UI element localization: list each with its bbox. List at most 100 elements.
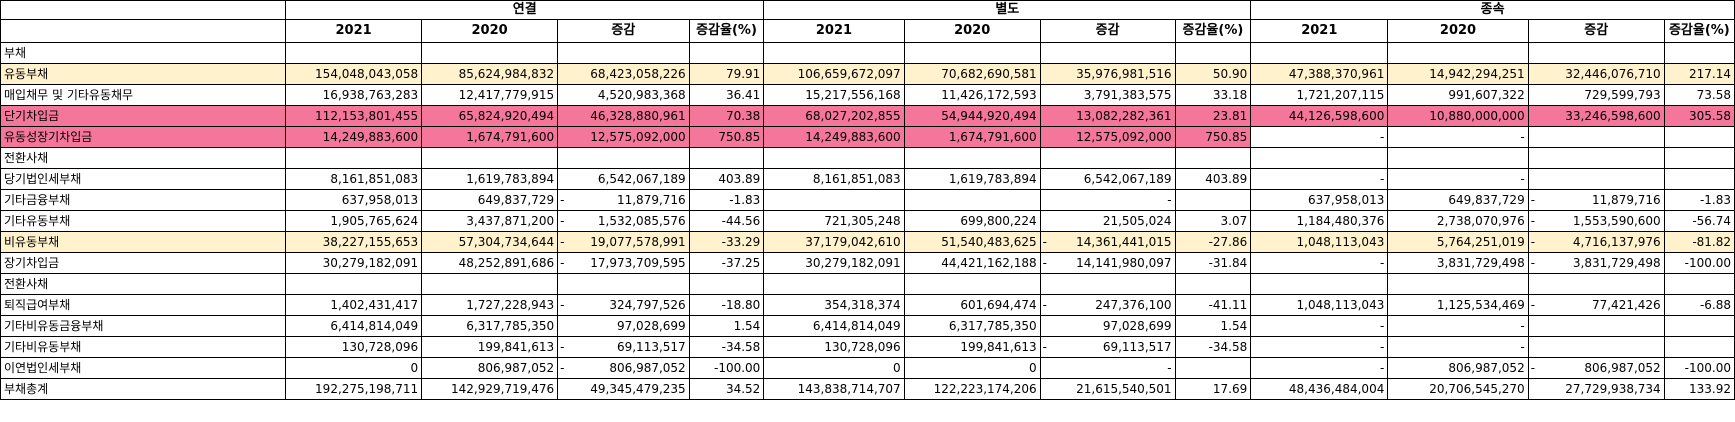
value-text: 247,376,100 <box>1095 298 1172 312</box>
value-cell: 16,938,763,283 <box>285 84 423 106</box>
value-cell: 33.18 <box>1174 84 1252 106</box>
value-cell: -41.11 <box>1174 294 1252 316</box>
value-cell: 3,831,729,498 <box>1387 252 1529 274</box>
value-cell: 15,217,556,168 <box>763 84 905 106</box>
value-cell: 1,184,480,376 <box>1250 210 1389 232</box>
value-cell <box>1527 315 1665 337</box>
value-cell: 10,880,000,000 <box>1387 105 1529 127</box>
corner-cell-2 <box>0 19 287 43</box>
value-cell: 3,791,383,575 <box>1039 84 1176 106</box>
row-label: 매입채무 및 기타유동채무 <box>0 84 287 106</box>
value-cell: 991,607,322 <box>1387 84 1529 106</box>
value-cell: 721,305,248 <box>763 210 905 232</box>
value-cell <box>763 273 905 295</box>
value-cell: 46,328,880,961 <box>557 105 690 127</box>
value-cell: -56.74 <box>1663 210 1735 232</box>
value-cell: 4,520,983,368 <box>557 84 690 106</box>
value-cell: 133.92 <box>1663 378 1735 400</box>
value-text: 806,987,052 <box>1584 361 1661 375</box>
value-cell: 649,837,729 <box>421 189 559 211</box>
value-cell: 143,838,714,707 <box>763 378 905 400</box>
value-cell: 403.89 <box>1174 168 1252 190</box>
corner-cell <box>0 0 287 20</box>
value-cell: - <box>1250 315 1389 337</box>
value-cell: 12,575,092,000 <box>557 126 690 148</box>
value-cell: - 806,987,052 <box>557 357 690 379</box>
value-cell: 601,694,474 <box>903 294 1041 316</box>
value-cell: 217.14 <box>1663 63 1735 85</box>
value-cell <box>1527 336 1665 358</box>
value-cell: 6,414,814,049 <box>285 315 423 337</box>
value-cell: 6,414,814,049 <box>763 315 905 337</box>
minus-sign: - <box>560 214 565 228</box>
value-text: 1,532,085,576 <box>597 214 686 228</box>
value-text: 324,797,526 <box>609 298 686 312</box>
table-row: 단기차입금 112,153,801,455 65,824,920,494 46,328… <box>0 105 1735 127</box>
value-cell: 44,126,598,600 <box>1250 105 1389 127</box>
value-cell: -1.83 <box>688 189 765 211</box>
value-cell <box>1250 273 1389 295</box>
value-cell: - 247,376,100 <box>1039 294 1176 316</box>
column-header: 증감율(%) <box>1174 19 1252 43</box>
minus-sign: - <box>1042 235 1047 249</box>
column-header: 증감 <box>557 19 690 43</box>
value-cell <box>688 147 765 169</box>
value-cell: 14,249,883,600 <box>763 126 905 148</box>
value-cell: 51,540,483,625 <box>903 231 1041 253</box>
value-cell: 8,161,851,083 <box>285 168 423 190</box>
table-row: 기타금융부채 637,958,013 649,837,729-11,879,716-… <box>0 189 1735 211</box>
value-cell: 32,446,076,710 <box>1527 63 1665 85</box>
table-row: 기타비유동금융부채 6,414,814,049 6,317,785,350 97,02… <box>0 315 1735 337</box>
value-cell: 1,727,228,943 <box>421 294 559 316</box>
value-cell: 1,402,431,417 <box>285 294 423 316</box>
value-text: 19,077,578,991 <box>590 235 686 249</box>
value-cell: 35,976,981,516 <box>1039 63 1176 85</box>
row-label: 기타비유동금융부채 <box>0 315 287 337</box>
value-cell: 6,317,785,350 <box>421 315 559 337</box>
column-header: 증감 <box>1527 19 1665 43</box>
value-cell: 0 <box>903 357 1041 379</box>
minus-sign: - <box>560 298 565 312</box>
value-cell: -34.58 <box>688 336 765 358</box>
value-cell <box>1174 42 1252 64</box>
value-cell <box>903 189 1041 211</box>
value-cell: 34.52 <box>688 378 765 400</box>
minus-sign: - <box>1530 256 1536 270</box>
value-cell: 54,944,920,494 <box>903 105 1041 127</box>
value-cell: 68,027,202,855 <box>763 105 905 127</box>
value-cell: -44.56 <box>688 210 765 232</box>
value-cell: - <box>1387 336 1529 358</box>
column-header: 2020 <box>903 19 1041 43</box>
value-cell: - <box>1250 168 1389 190</box>
column-header: 2021 <box>763 19 905 43</box>
value-cell: 70.38 <box>688 105 765 127</box>
value-cell: 112,153,801,455 <box>285 105 423 127</box>
value-cell: 13,082,282,361 <box>1039 105 1176 127</box>
value-cell: - 19,077,578,991 <box>557 231 690 253</box>
value-cell: 130,728,096 <box>763 336 905 358</box>
value-cell: 750.85 <box>1174 126 1252 148</box>
row-label: 퇴직급여부채 <box>0 294 287 316</box>
column-header: 2021 <box>1250 19 1389 43</box>
value-cell <box>1663 336 1735 358</box>
value-cell: 49,345,479,235 <box>557 378 690 400</box>
value-cell: 142,929,719,476 <box>421 378 559 400</box>
value-cell: 1,721,207,115 <box>1250 84 1389 106</box>
value-cell: 1.54 <box>1174 315 1252 337</box>
value-cell: 70,682,690,581 <box>903 63 1041 85</box>
value-cell: 3.07 <box>1174 210 1252 232</box>
value-cell: 8,161,851,083 <box>763 168 905 190</box>
value-cell: 1,048,113,043 <box>1250 231 1389 253</box>
value-cell <box>1527 273 1665 295</box>
column-header: 증감율(%) <box>1663 19 1735 43</box>
value-cell: - 69,113,517 <box>557 336 690 358</box>
value-cell: 79.91 <box>688 63 765 85</box>
row-label: 당기법인세부채 <box>0 168 287 190</box>
liabilities-sheet: 연결 별도 종속 2021 2020 증감 증감율(%) 2021 2020 증감 증감율(%… <box>0 0 1735 400</box>
value-cell <box>903 273 1041 295</box>
minus-sign: - <box>560 361 565 375</box>
value-cell: 1,674,791,600 <box>903 126 1041 148</box>
value-text: 3,831,729,498 <box>1572 256 1661 270</box>
value-cell: - <box>1039 189 1176 211</box>
value-cell <box>421 147 559 169</box>
